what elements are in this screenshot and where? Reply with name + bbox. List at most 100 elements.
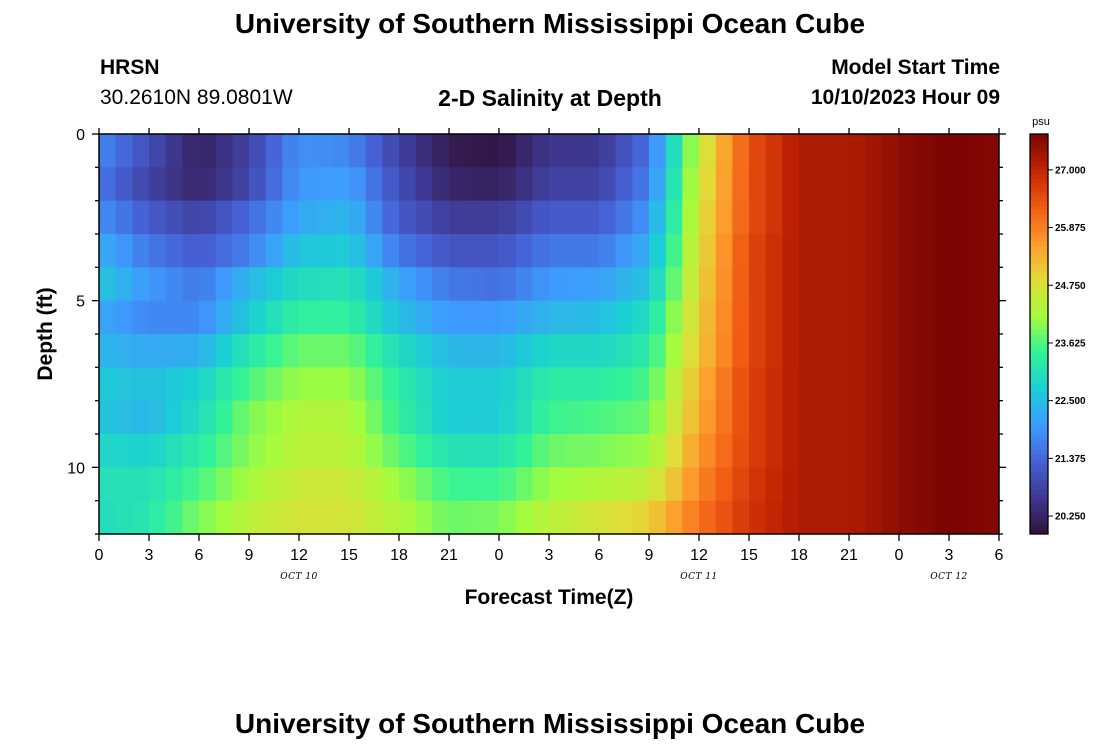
heatmap-cell: [382, 400, 400, 435]
heatmap-cell: [799, 334, 817, 368]
heatmap-cell: [782, 167, 800, 202]
colorbar-swatch: [1030, 338, 1048, 344]
heatmap-cell: [349, 267, 367, 302]
heatmap-cell: [432, 434, 450, 468]
heatmap-cell: [382, 267, 400, 302]
heatmap-cell: [115, 267, 133, 302]
heatmap-cell: [699, 234, 717, 268]
heatmap-cell: [149, 134, 167, 168]
heatmap-cell: [299, 367, 317, 402]
heatmap-cell: [615, 134, 633, 168]
heatmap-cell: [782, 267, 800, 302]
heatmap-cell: [599, 300, 617, 335]
x-date-label: OCT 12: [930, 572, 968, 582]
heatmap-cell: [749, 267, 767, 302]
heatmap-cell: [465, 400, 483, 435]
heatmap-cell: [165, 467, 183, 502]
heatmap-cell: [699, 467, 717, 502]
heatmap-cell: [299, 334, 317, 368]
heatmap-cell: [832, 367, 850, 402]
colorbar-tick-label: 20.250: [1055, 512, 1086, 523]
colorbar-swatch: [1030, 249, 1048, 255]
heatmap-cell: [465, 167, 483, 202]
heatmap-cell: [732, 267, 750, 302]
heatmap-cell: [649, 167, 667, 202]
heatmap-cell: [365, 500, 383, 535]
heatmap-cell: [915, 200, 933, 235]
heatmap-cell: [715, 267, 733, 302]
heatmap-cell: [765, 300, 783, 335]
heatmap-cell: [732, 200, 750, 235]
heatmap-cell: [699, 300, 717, 335]
heatmap-cell: [215, 267, 233, 302]
heatmap-cell: [499, 334, 517, 368]
heatmap-cell: [399, 234, 417, 268]
heatmap-cell: [732, 367, 750, 402]
colorbar-swatch: [1030, 369, 1048, 375]
heatmap-cell: [982, 500, 1000, 535]
heatmap-cell: [732, 234, 750, 268]
heatmap-cell: [299, 167, 317, 202]
x-tick-label: 18: [390, 547, 408, 564]
heatmap-cell: [915, 367, 933, 402]
heatmap-cell: [749, 367, 767, 402]
heatmap-cell: [249, 334, 267, 368]
heatmap-cell: [515, 234, 533, 268]
heatmap-cell: [149, 434, 167, 468]
heatmap-cell: [149, 367, 167, 402]
colorbar-frame: [1029, 133, 1049, 535]
heatmap-cell: [432, 400, 450, 435]
heatmap-cell: [799, 367, 817, 402]
colorbar-swatch: [1030, 271, 1048, 277]
colorbar-swatch: [1030, 231, 1048, 237]
heatmap-cell: [265, 200, 283, 235]
heatmap-cell: [982, 400, 1000, 435]
heatmap-cell: [549, 367, 567, 402]
heatmap-cell: [132, 500, 150, 535]
heatmap-cell: [599, 167, 617, 202]
heatmap-cell: [115, 334, 133, 368]
heatmap-cell: [682, 134, 700, 168]
colorbar-swatch: [1030, 138, 1048, 144]
heatmap-cell: [399, 467, 417, 502]
x-tick-label: 3: [145, 547, 154, 564]
colorbar-swatch: [1030, 351, 1048, 357]
heatmap-cell: [715, 467, 733, 502]
heatmap-cell: [665, 234, 683, 268]
heatmap-cell: [565, 434, 583, 468]
heatmap-cell: [282, 167, 300, 202]
heatmap-cell: [549, 500, 567, 535]
heatmap-cell: [615, 200, 633, 235]
heatmap-cell: [432, 500, 450, 535]
heatmap-cell: [615, 300, 633, 335]
heatmap-cell: [849, 234, 867, 268]
heatmap-cell: [649, 434, 667, 468]
heatmap-cell: [349, 134, 367, 168]
heatmap-cell: [99, 200, 117, 235]
heatmap-cell: [932, 200, 950, 235]
heatmap-cell: [499, 234, 517, 268]
heatmap-cell: [949, 300, 967, 335]
heatmap-cell: [549, 400, 567, 435]
heatmap-cell: [465, 267, 483, 302]
colorbar-swatch: [1030, 245, 1048, 251]
x-tick-label: 6: [995, 547, 1004, 564]
colorbar-tick-label: 24.750: [1055, 281, 1086, 292]
x-tick-label: 6: [595, 547, 604, 564]
heatmap-cell: [899, 467, 917, 502]
heatmap-cell: [665, 300, 683, 335]
heatmap-cell: [449, 234, 467, 268]
heatmap-cell: [815, 434, 833, 468]
heatmap-cell: [332, 234, 350, 268]
heatmap-cell: [182, 167, 200, 202]
heatmap-cell: [432, 267, 450, 302]
heatmap-cell: [199, 167, 217, 202]
heatmap-cell: [582, 334, 600, 368]
colorbar-swatch: [1030, 525, 1048, 531]
colorbar-swatch: [1030, 174, 1048, 179]
heatmap-cell: [982, 467, 1000, 502]
heatmap-cell: [832, 467, 850, 502]
heatmap-cell: [715, 167, 733, 202]
x-tick-label: 3: [545, 547, 554, 564]
heatmap-cell: [315, 334, 333, 368]
